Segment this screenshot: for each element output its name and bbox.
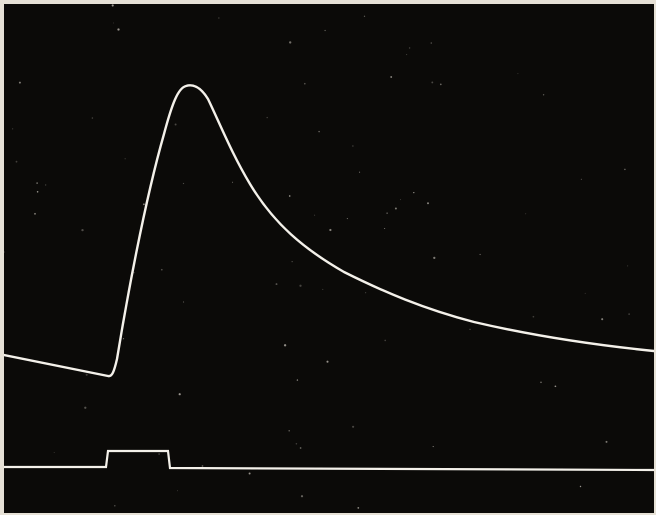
dust-speck <box>182 182 185 185</box>
dust-speck <box>627 265 629 267</box>
dust-speck <box>352 425 355 428</box>
dust-speck <box>114 504 116 507</box>
dust-speck <box>346 218 348 220</box>
dust-speck <box>4 251 5 253</box>
dust-speck <box>525 213 527 215</box>
dust-speck <box>133 271 135 274</box>
dust-speck <box>295 442 298 445</box>
dust-speck <box>299 284 302 287</box>
dust-speck <box>299 447 302 449</box>
dust-speck <box>324 29 326 32</box>
dust-speck <box>384 228 386 229</box>
dust-speck <box>85 373 88 376</box>
dust-speck <box>365 292 367 294</box>
dust-speck <box>357 506 360 509</box>
dust-speck <box>36 182 38 184</box>
dust-speck <box>113 22 115 24</box>
dust-speck <box>390 76 393 78</box>
dust-speck <box>432 446 434 448</box>
dust-speck <box>413 191 415 194</box>
dust-speck <box>517 73 519 75</box>
dust-speck <box>176 490 178 492</box>
dust-speck <box>53 452 55 453</box>
dust-speck <box>580 178 583 180</box>
dust-speck <box>34 212 36 215</box>
dust-speck <box>431 81 434 84</box>
dust-speck <box>300 495 304 498</box>
dust-speck <box>326 360 329 363</box>
dust-speck <box>266 116 268 119</box>
dust-speck <box>91 117 94 119</box>
dust-speck <box>439 83 442 86</box>
dust-speck <box>469 328 471 330</box>
dust-speck <box>18 81 21 84</box>
dust-speck <box>124 158 126 160</box>
dust-speck <box>579 485 582 488</box>
dust-speck <box>201 465 204 467</box>
stimulus-marker-trace <box>4 449 654 472</box>
dust-speck <box>430 42 433 44</box>
dust-speck <box>584 292 586 294</box>
dust-speck <box>532 315 535 318</box>
dust-speck <box>275 283 278 286</box>
dust-speck <box>540 381 542 384</box>
dust-speck <box>304 82 306 85</box>
dust-speck <box>386 212 388 214</box>
dust-speck <box>160 268 163 271</box>
dust-speck <box>218 17 220 19</box>
dust-speck <box>318 130 320 133</box>
dust-speck <box>142 203 145 206</box>
dust-speck <box>117 28 120 31</box>
dust-speck <box>384 339 386 342</box>
screen-background <box>4 4 654 513</box>
dust-speck <box>479 253 481 256</box>
oscilloscope-display <box>4 4 654 513</box>
dust-speck <box>542 94 545 96</box>
dust-speck <box>288 430 290 432</box>
dust-speck <box>178 393 181 396</box>
dust-speck <box>408 47 411 49</box>
dust-speck <box>111 4 114 7</box>
dust-speck <box>291 261 293 263</box>
dust-speck <box>406 54 408 56</box>
dust-speck <box>84 406 87 409</box>
dust-speck <box>183 301 185 303</box>
dust-speck <box>400 199 402 201</box>
film-specks <box>4 4 630 509</box>
dust-speck <box>288 195 291 197</box>
dust-speck <box>601 318 604 321</box>
dust-speck <box>248 472 251 475</box>
dust-speck <box>363 15 366 17</box>
dust-speck <box>628 313 630 315</box>
dust-speck <box>352 145 354 147</box>
dust-speck <box>158 453 160 455</box>
dust-speck <box>329 228 332 232</box>
dust-speck <box>359 171 361 173</box>
dust-speck <box>433 256 436 260</box>
dust-speck <box>283 344 287 347</box>
dust-speck <box>605 440 608 443</box>
dust-speck <box>36 191 39 193</box>
dust-speck <box>122 338 125 340</box>
dust-speck <box>314 214 316 216</box>
dust-speck <box>554 385 557 388</box>
dust-speck <box>45 184 47 186</box>
dust-speck <box>624 168 626 171</box>
dust-speck <box>296 379 299 381</box>
dust-speck <box>12 128 14 130</box>
dust-speck <box>174 123 177 126</box>
dust-speck <box>394 207 397 210</box>
dust-speck <box>81 228 84 232</box>
dust-speck <box>289 41 292 44</box>
dust-speck <box>15 160 18 163</box>
response-waveform <box>4 84 654 378</box>
dust-speck <box>427 202 429 205</box>
oscilloscope-screen <box>4 4 654 513</box>
dust-speck <box>322 288 324 290</box>
dust-speck <box>232 181 234 183</box>
